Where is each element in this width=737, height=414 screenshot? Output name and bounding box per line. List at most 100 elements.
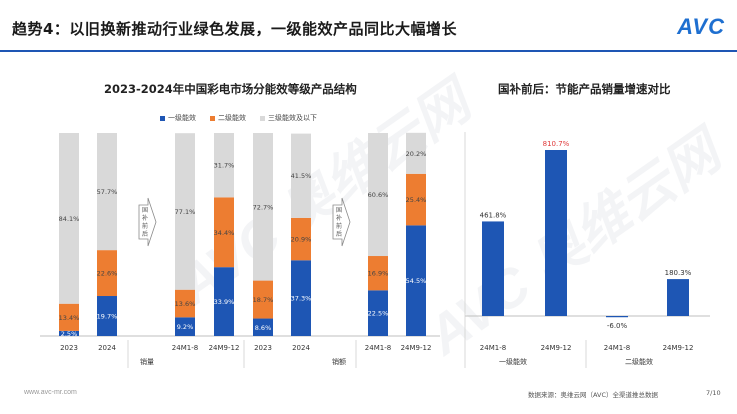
data-label: 810.7% <box>543 140 570 148</box>
legend-swatch-level3 <box>260 115 265 121</box>
group-label-sales-value: 销额 <box>332 358 346 366</box>
data-label: 13.6% <box>175 300 196 308</box>
right-chart-title: 国补前后：节能产品销量增速对比 <box>498 82 671 96</box>
data-label: 31.7% <box>214 162 235 170</box>
legend-label: 三级能效及以下 <box>268 114 317 122</box>
data-label: 8.6% <box>255 324 272 332</box>
group-label-sales-volume: 销量 <box>140 358 154 366</box>
legend-swatch-level1 <box>160 115 165 121</box>
group-label-level1: 一级能效 <box>499 358 527 366</box>
stack-segment <box>97 296 117 336</box>
stack-segment <box>59 303 79 331</box>
arrow-label-char: 补 <box>142 214 148 222</box>
data-label: 19.7% <box>97 313 118 321</box>
footer-website: www.avc-mr.com <box>24 389 77 396</box>
x-tick-label: 24M9-12 <box>401 344 432 352</box>
data-label: 9.2% <box>177 323 194 331</box>
x-tick-label: 2024 <box>98 344 116 352</box>
x-tick-label: 24M1-8 <box>365 344 391 352</box>
arrow-label-char: 国 <box>336 207 342 214</box>
left-chart-title: 2023-2024年中国彩电市场分能效等级产品结构 <box>104 82 357 96</box>
data-label: 18.7% <box>253 296 274 304</box>
data-label: 84.1% <box>59 215 80 223</box>
data-label: 461.8% <box>480 211 507 219</box>
stack-segment <box>97 250 117 297</box>
data-label: 13.4% <box>59 314 80 322</box>
legend-item-level1: 一级能效 <box>160 113 196 123</box>
stack-segment <box>175 133 195 290</box>
stack-segment <box>214 197 234 268</box>
data-label: 60.6% <box>368 191 389 199</box>
data-label: 54.5% <box>406 277 427 285</box>
arrow-label-char: 前 <box>142 222 148 230</box>
legend-item-level2: 二级能效 <box>210 113 246 123</box>
data-label: 16.9% <box>368 270 389 278</box>
legend-swatch-level2 <box>210 115 215 121</box>
data-label: 20.2% <box>406 150 427 158</box>
stack-segment <box>406 173 426 226</box>
group-label-level2: 二级能效 <box>625 358 653 366</box>
data-label: 2.5% <box>61 330 78 338</box>
x-tick-label: 24M1-8 <box>480 344 506 352</box>
stack-segment <box>59 133 79 304</box>
arrow-label-char: 国 <box>142 207 148 214</box>
x-tick-label: 24M1-8 <box>172 344 198 352</box>
stack-segment <box>368 290 388 336</box>
x-tick-label: 2024 <box>292 344 310 352</box>
data-label: 41.5% <box>291 172 312 180</box>
stack-segment <box>368 256 388 291</box>
avc-logo: AVC <box>677 14 725 39</box>
data-label: 33.9% <box>214 298 235 306</box>
data-label: -6.0% <box>607 322 628 330</box>
page-title: 趋势4：以旧换新推动行业绿色发展，一级能效产品同比大幅增长 <box>12 20 457 38</box>
stack-segment <box>253 318 273 336</box>
bar <box>667 279 689 316</box>
stack-segment <box>291 260 311 336</box>
stack-segment <box>368 133 388 257</box>
data-label: 57.7% <box>97 188 118 196</box>
page-number: 7/10 <box>706 389 721 397</box>
arrow-label-char: 前 <box>336 222 342 230</box>
arrow-label-char: 后 <box>336 230 342 238</box>
stack-segment <box>253 133 273 281</box>
stack-segment <box>97 133 117 251</box>
bar <box>482 221 504 316</box>
x-tick-label: 24M9-12 <box>663 344 694 352</box>
data-label: 34.4% <box>214 229 235 237</box>
arrow-marker <box>138 197 157 247</box>
legend-item-level3: 三级能效及以下 <box>260 113 317 123</box>
data-label: 72.7% <box>253 203 274 211</box>
legend-label: 一级能效 <box>168 114 196 122</box>
data-label: 37.3% <box>291 295 312 303</box>
data-label: 22.6% <box>97 270 118 278</box>
legend-label: 二级能效 <box>218 114 246 122</box>
data-label: 180.3% <box>665 269 692 277</box>
data-label: 77.1% <box>175 208 196 216</box>
arrow-label-char: 补 <box>336 214 342 222</box>
x-tick-label: 24M1-8 <box>604 344 630 352</box>
stack-segment <box>175 317 195 336</box>
x-tick-label: 2023 <box>254 344 272 352</box>
stack-segment <box>291 217 311 261</box>
stack-segment <box>253 280 273 319</box>
data-label: 20.9% <box>291 236 312 244</box>
data-label: 22.5% <box>368 310 389 318</box>
stack-segment <box>406 225 426 336</box>
arrow-marker <box>332 197 351 247</box>
stack-segment <box>214 133 234 198</box>
stack-segment <box>175 289 195 318</box>
chart-legend: 一级能效 二级能效 三级能效及以下 <box>160 113 317 123</box>
stack-segment <box>59 330 79 336</box>
arrow-label-char: 后 <box>142 230 148 238</box>
header-rule <box>0 50 737 52</box>
stack-segment <box>291 133 311 218</box>
x-tick-label: 24M9-12 <box>541 344 572 352</box>
footer-source: 数据来源：奥维云网（AVC）全渠道推总数据 <box>528 391 659 399</box>
data-label: 25.4% <box>406 196 427 204</box>
x-tick-label: 24M9-12 <box>209 344 240 352</box>
stack-segment <box>406 132 426 174</box>
stack-segment <box>214 267 234 336</box>
x-tick-label: 2023 <box>60 344 78 352</box>
bar <box>545 150 567 316</box>
bar <box>606 316 628 318</box>
